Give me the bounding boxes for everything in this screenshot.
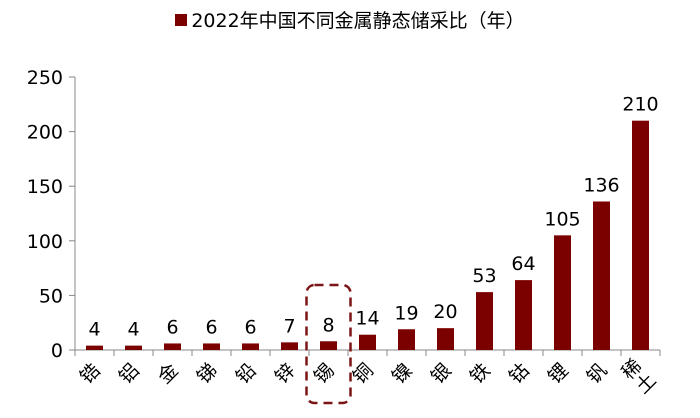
data-label: 4	[88, 319, 100, 341]
svg-text:钒: 钒	[583, 359, 612, 388]
bar	[476, 292, 493, 350]
svg-text:银: 银	[427, 359, 456, 388]
svg-text:锂: 锂	[544, 359, 573, 388]
x-tick-label: 铝	[115, 359, 144, 388]
svg-text:锌: 锌	[271, 359, 300, 388]
x-tick-label: 钒	[583, 359, 612, 388]
svg-text:稀土: 稀土	[618, 355, 661, 398]
x-tick-label: 银	[427, 359, 456, 388]
data-label: 136	[583, 174, 619, 196]
data-label: 6	[205, 316, 217, 338]
bar	[125, 345, 142, 350]
svg-text:铜: 铜	[349, 359, 378, 388]
data-label: 64	[511, 253, 535, 275]
y-tick-label: 200	[27, 122, 63, 144]
data-label: 6	[244, 316, 256, 338]
y-axis: 0 50 100 150 200 250	[27, 67, 76, 362]
y-tick-label: 0	[51, 340, 63, 362]
svg-text:锡: 锡	[310, 359, 339, 388]
bar	[86, 345, 103, 350]
bar	[515, 280, 532, 350]
svg-text:钴: 钴	[505, 359, 534, 388]
svg-text:铁: 铁	[466, 359, 495, 388]
x-tick-label: 钴	[505, 359, 534, 388]
data-label: 4	[127, 319, 139, 341]
y-tick-label: 150	[27, 176, 63, 198]
bar	[359, 334, 376, 350]
svg-text:铅: 铅	[232, 359, 261, 388]
bar	[398, 329, 415, 350]
data-label: 8	[322, 314, 334, 336]
legend-swatch	[175, 14, 188, 26]
x-tick-label: 铅	[232, 359, 261, 388]
data-label: 20	[433, 301, 457, 323]
svg-text:镍: 镍	[388, 359, 417, 388]
bar	[164, 343, 181, 350]
chart-legend: 2022年中国不同金属静态储采比（年）	[0, 6, 700, 33]
y-tick-label: 100	[27, 231, 63, 253]
data-label: 7	[283, 315, 295, 337]
data-label: 6	[166, 316, 178, 338]
bar	[437, 328, 454, 350]
bar	[281, 342, 298, 350]
x-tick-label: 金	[154, 359, 183, 388]
data-label: 105	[544, 208, 580, 230]
x-tick-label: 铁	[466, 359, 495, 388]
legend-label: 2022年中国不同金属静态储采比（年）	[191, 10, 525, 32]
svg-text:锆: 锆	[76, 359, 105, 388]
data-label: 210	[622, 94, 658, 116]
data-label: 14	[355, 308, 379, 330]
y-tick-label: 50	[39, 285, 63, 307]
bar	[593, 201, 610, 350]
x-axis	[74, 349, 661, 356]
y-tick-label: 250	[27, 67, 63, 89]
data-label: 19	[394, 302, 418, 324]
x-tick-label: 锑	[193, 359, 222, 388]
svg-text:锑: 锑	[193, 359, 222, 388]
x-tick-label: 锌	[271, 359, 300, 388]
bar	[203, 343, 220, 350]
x-tick-label: 锡	[310, 359, 339, 388]
bars	[86, 120, 649, 351]
bar	[242, 343, 259, 350]
svg-text:金: 金	[154, 359, 183, 388]
bar	[632, 120, 649, 351]
x-tick-labels: 锆铝金锑铅锌锡铜镍银铁钴锂钒稀土	[76, 355, 661, 398]
highlight-dashed-box	[305, 283, 352, 405]
highlight-box	[305, 283, 352, 405]
bar	[320, 341, 337, 350]
svg-text:铝: 铝	[115, 359, 144, 388]
x-tick-label: 锂	[544, 359, 573, 388]
x-tick-label: 锆	[76, 359, 105, 388]
x-tick-label: 铜	[349, 359, 378, 388]
x-tick-label: 镍	[388, 359, 417, 388]
data-label: 53	[472, 265, 496, 287]
x-tick-label: 稀土	[618, 355, 661, 398]
bar	[554, 235, 571, 350]
